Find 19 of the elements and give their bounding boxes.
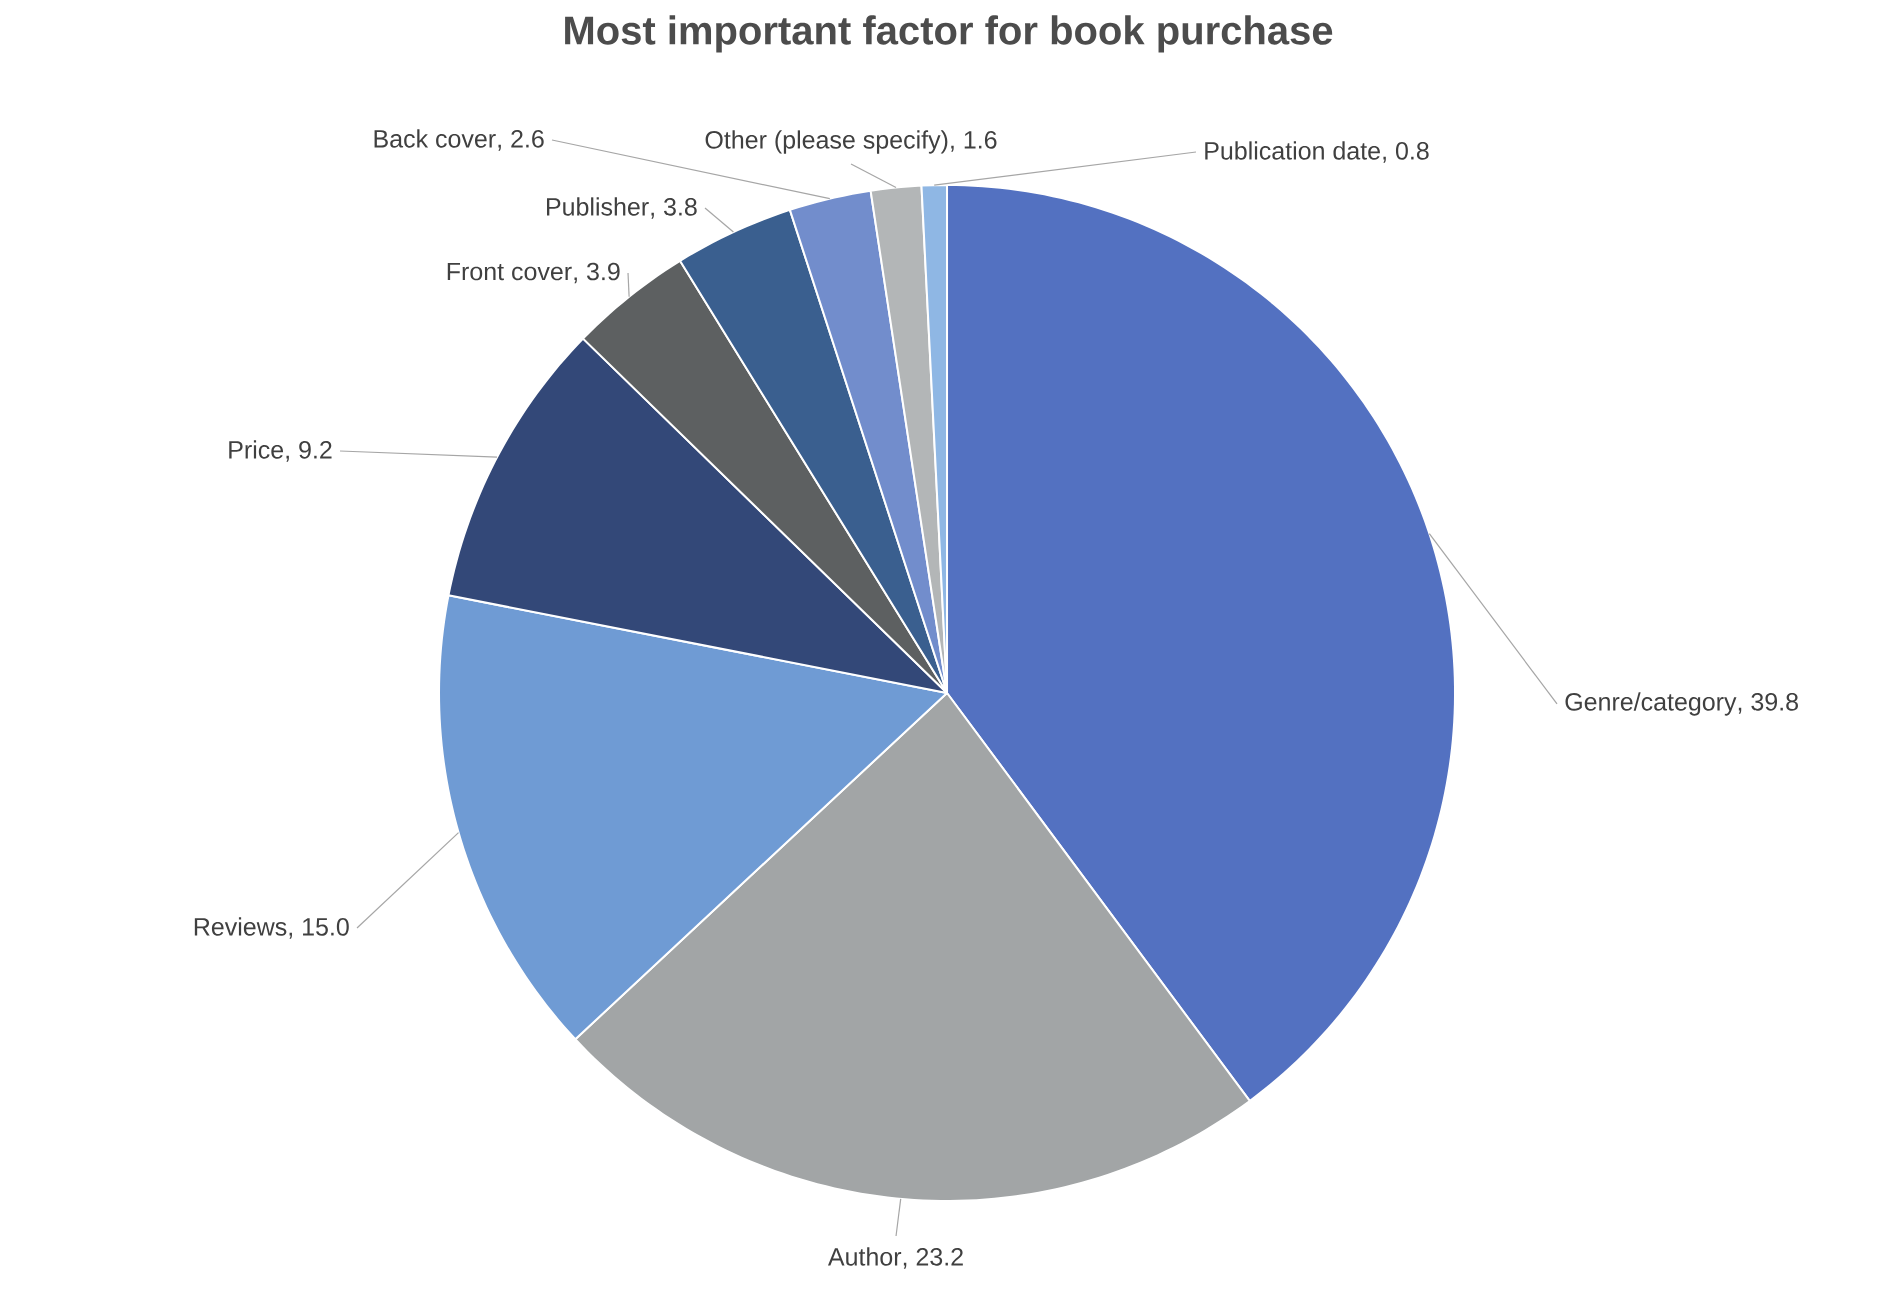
- slice-label: Other (please specify): [705, 130, 948, 154]
- data-label: , 23.2: [903, 1247, 963, 1269]
- chart-title: Most important factor for book purchase: [565, 15, 1333, 53]
- slice-label: Front cover: [447, 262, 572, 281]
- data-label: , 39.8: [1738, 692, 1798, 714]
- slice-label: Genre/category: [1565, 692, 1737, 716]
- slice-label: Price: [229, 440, 284, 459]
- data-label: , 3.9: [574, 262, 620, 284]
- slice-label: Publisher: [547, 197, 649, 216]
- data-label: , 0.8: [1383, 141, 1429, 163]
- slice-label: Publication date: [1205, 141, 1380, 160]
- data-label: , 1.6: [951, 130, 997, 152]
- slice-label: Reviews: [194, 917, 287, 936]
- data-label: , 3.8: [651, 197, 697, 219]
- slice-label: Author: [827, 1247, 902, 1266]
- data-label: , 15.0: [289, 917, 349, 939]
- slice-label: Back cover: [374, 129, 496, 148]
- data-label: , 2.6: [498, 129, 544, 151]
- data-label: , 9.2: [286, 440, 332, 462]
